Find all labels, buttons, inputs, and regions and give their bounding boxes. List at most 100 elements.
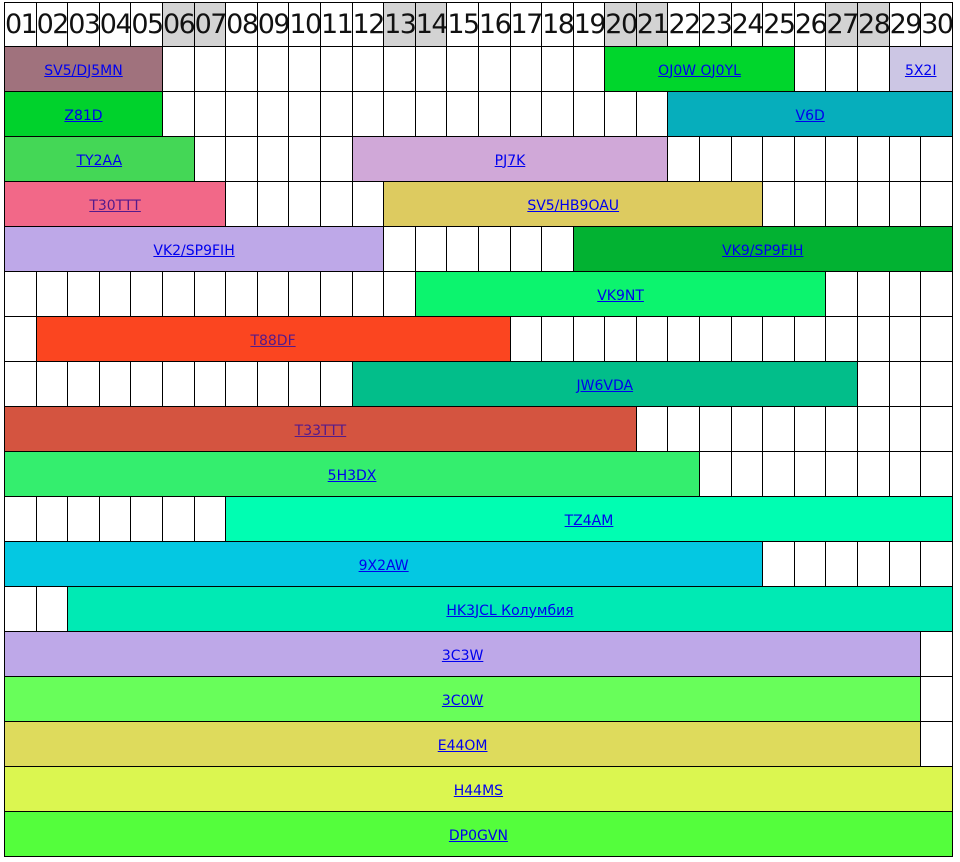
empty-day-cell [35,271,69,317]
event-link[interactable]: TZ4AM [564,512,614,529]
empty-day-cell [604,316,637,362]
event-bar: VK9NT [414,271,827,317]
empty-day-cell [383,46,416,92]
empty-day-cell [541,226,574,272]
day-header-row: 01 02 03 04 05 06 07 08 09 10 11 12 13 14 15 16 17 18 19 20… [4,2,953,47]
event-link[interactable]: HK3JCL Колумбия [446,602,574,619]
empty-day-cell [288,91,321,137]
day-header: 29 [888,2,922,47]
empty-day-cell [383,271,416,317]
event-bar: T33TTT [4,406,637,452]
empty-day-cell [161,271,195,317]
empty-day-cell [130,271,163,317]
empty-day-cell [4,316,37,362]
empty-day-cell [541,316,574,362]
event-link[interactable]: SV5/DJ5MN [44,62,123,79]
empty-day-cell [572,46,606,92]
event-link[interactable]: SV5/HB9OAU [527,197,620,214]
empty-day-cell [730,406,764,452]
empty-day-cell [509,226,543,272]
event-link[interactable]: 3C3W [441,647,484,664]
empty-day-cell [477,46,511,92]
empty-day-cell [762,541,795,587]
empty-day-cell [730,316,764,362]
event-link[interactable]: T88DF [250,332,296,349]
empty-day-cell [351,91,385,137]
empty-day-cell [635,91,669,137]
event-link[interactable]: 9X2AW [358,557,409,574]
event-link[interactable]: E44OM [437,737,488,754]
event-bar: OJ0W OJ0YL [604,46,795,92]
event-link[interactable]: 5X2I [904,62,937,79]
day-header: 28 [857,2,890,47]
empty-day-cell [35,496,69,542]
empty-day-cell [857,406,890,452]
event-link[interactable]: TY2AA [76,152,123,169]
event-link[interactable]: Z81D [64,107,103,124]
event-link[interactable]: 5H3DX [327,467,377,484]
empty-day-cell [857,451,890,497]
empty-day-cell [699,451,732,497]
empty-day-cell [319,181,353,227]
empty-day-cell [888,271,922,317]
calendar-row: 3C0W [3,676,953,722]
empty-day-cell [920,361,953,407]
empty-day-cell [699,316,732,362]
empty-day-cell [793,46,827,92]
event-link[interactable]: T30TTT [89,197,141,214]
empty-day-cell [730,451,764,497]
event-link[interactable]: VK9NT [597,287,644,304]
empty-day-cell [667,316,701,362]
calendar-row: VK2/SP9FIH VK9/SP9FIH [3,226,953,272]
day-header: 23 [699,2,732,47]
empty-day-cell [825,136,859,182]
event-link[interactable]: VK9/SP9FIH [722,242,804,259]
empty-day-cell [414,226,448,272]
event-bar: VK2/SP9FIH [3,226,385,272]
empty-day-cell [509,91,543,137]
event-link[interactable]: VK2/SP9FIH [153,242,235,259]
event-link[interactable]: V6D [795,107,825,124]
event-bar: 3C0W [3,676,922,722]
empty-day-cell [161,91,195,137]
empty-day-cell [920,406,953,452]
day-header: 17 [509,2,543,47]
empty-day-cell [256,46,290,92]
empty-day-cell [67,271,100,317]
empty-day-cell [825,271,859,317]
event-link[interactable]: DP0GVN [448,827,508,844]
empty-day-cell [793,451,827,497]
event-bar: V6D [667,91,953,137]
empty-day-cell [604,91,637,137]
event-bar: E44OM [3,721,922,767]
empty-day-cell [762,451,795,497]
day-header: 05 [130,2,163,47]
event-bar: DP0GVN [4,811,953,857]
event-bar: 9X2AW [3,541,764,587]
empty-day-cell [351,181,385,227]
event-link[interactable]: 3C0W [441,692,484,709]
empty-day-cell [857,136,890,182]
event-link[interactable]: H44MS [453,782,504,799]
event-link[interactable]: JW6VDA [576,377,634,394]
empty-day-cell [193,46,227,92]
event-link[interactable]: T33TTT [294,422,347,439]
empty-day-cell [67,361,100,407]
empty-day-cell [920,721,953,767]
empty-day-cell [825,406,859,452]
empty-day-cell [730,136,764,182]
empty-day-cell [130,361,163,407]
empty-day-cell [920,136,953,182]
event-link[interactable]: PJ7K [494,152,526,169]
empty-day-cell [225,91,258,137]
empty-day-cell [572,316,606,362]
event-link[interactable]: OJ0W OJ0YL [658,62,741,79]
empty-day-cell [825,541,859,587]
day-header: 12 [351,2,385,47]
empty-day-cell [762,316,795,362]
day-header: 30 [920,2,953,47]
day-header: 07 [193,2,227,47]
empty-day-cell [762,406,795,452]
empty-day-cell [857,316,890,362]
empty-day-cell [98,271,132,317]
